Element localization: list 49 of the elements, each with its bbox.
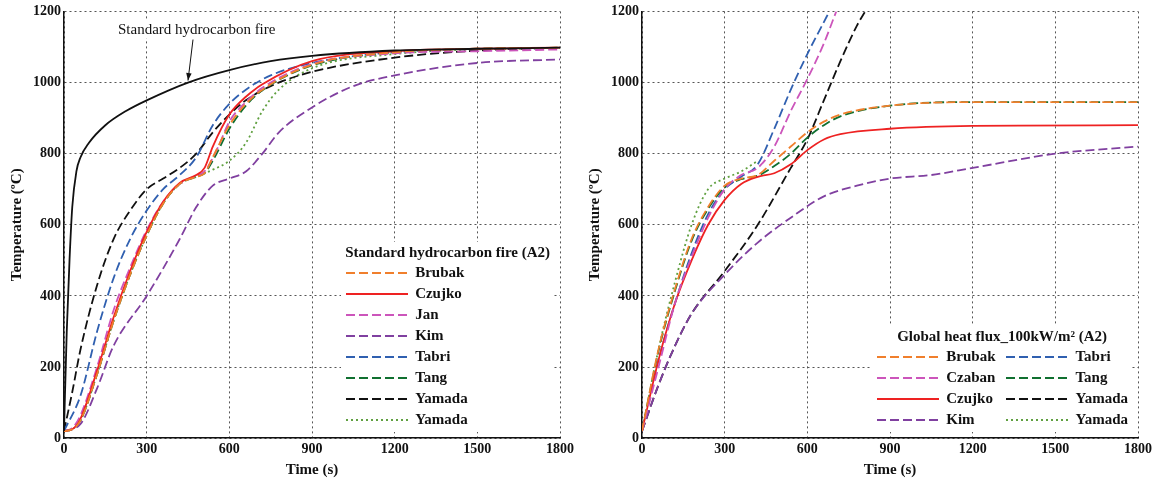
legend-label: Yamada xyxy=(415,411,468,429)
x-tick-label: 1800 xyxy=(546,441,574,457)
legend-label: Tang xyxy=(1075,369,1108,387)
y-tick-label: 0 xyxy=(54,429,61,445)
y-axis-title: Temperature (ºC) xyxy=(585,168,603,282)
legend-label: Yamada xyxy=(415,390,468,408)
y-tick-label: 1200 xyxy=(611,3,639,19)
x-tick-label: 1800 xyxy=(1124,441,1152,457)
legend-label: Yamada xyxy=(1075,390,1128,408)
x-tick-label: 1500 xyxy=(463,441,492,457)
legend-title: Global heat flux_100kW/m² (A2) xyxy=(896,328,1109,346)
y-tick-label: 200 xyxy=(618,358,639,374)
x-tick-label: 1500 xyxy=(1041,441,1070,457)
x-tick-label: 900 xyxy=(879,441,901,457)
legend-label: Czujko xyxy=(946,390,993,408)
y-tick-label: 1200 xyxy=(33,3,61,19)
y-tick-label: 800 xyxy=(618,145,639,161)
y-tick-label: 1000 xyxy=(611,74,639,90)
legend-label: Jan xyxy=(415,306,439,324)
legend-label: Tabri xyxy=(1075,348,1111,366)
y-tick-label: 400 xyxy=(618,287,639,303)
x-tick-label: 900 xyxy=(301,441,323,457)
legend-label: Brubak xyxy=(946,348,996,366)
legend-label: Czaban xyxy=(946,369,996,387)
x-tick-label: 300 xyxy=(714,441,736,457)
legend-label: Kim xyxy=(415,327,444,345)
legend-label: Czujko xyxy=(415,285,462,303)
x-axis-title: Time (s) xyxy=(285,460,339,478)
annotation: Standard hydrocarbon fire xyxy=(118,20,276,37)
x-tick-label: 1200 xyxy=(958,441,987,457)
x-tick-label: 1200 xyxy=(380,441,409,457)
legend-label: Kim xyxy=(946,411,975,429)
legend-label: Tabri xyxy=(415,348,451,366)
y-tick-label: 600 xyxy=(40,216,61,232)
legend-label: Brubak xyxy=(415,264,465,282)
legend-label: Yamada xyxy=(1075,411,1128,429)
y-tick-label: 200 xyxy=(40,358,61,374)
legend-title: Standard hydrocarbon fire (A2) xyxy=(345,244,550,262)
y-tick-label: 600 xyxy=(618,216,639,232)
x-tick-label: 600 xyxy=(218,441,240,457)
legend-label: Tang xyxy=(415,369,448,387)
y-tick-label: 0 xyxy=(632,429,639,445)
y-tick-label: 400 xyxy=(40,287,61,303)
y-axis-title: Temperature (ºC) xyxy=(7,168,25,282)
y-tick-label: 1000 xyxy=(33,74,61,90)
x-tick-label: 600 xyxy=(796,441,818,457)
x-tick-label: 300 xyxy=(136,441,158,457)
y-tick-label: 800 xyxy=(40,145,61,161)
x-axis-title: Time (s) xyxy=(863,460,917,478)
